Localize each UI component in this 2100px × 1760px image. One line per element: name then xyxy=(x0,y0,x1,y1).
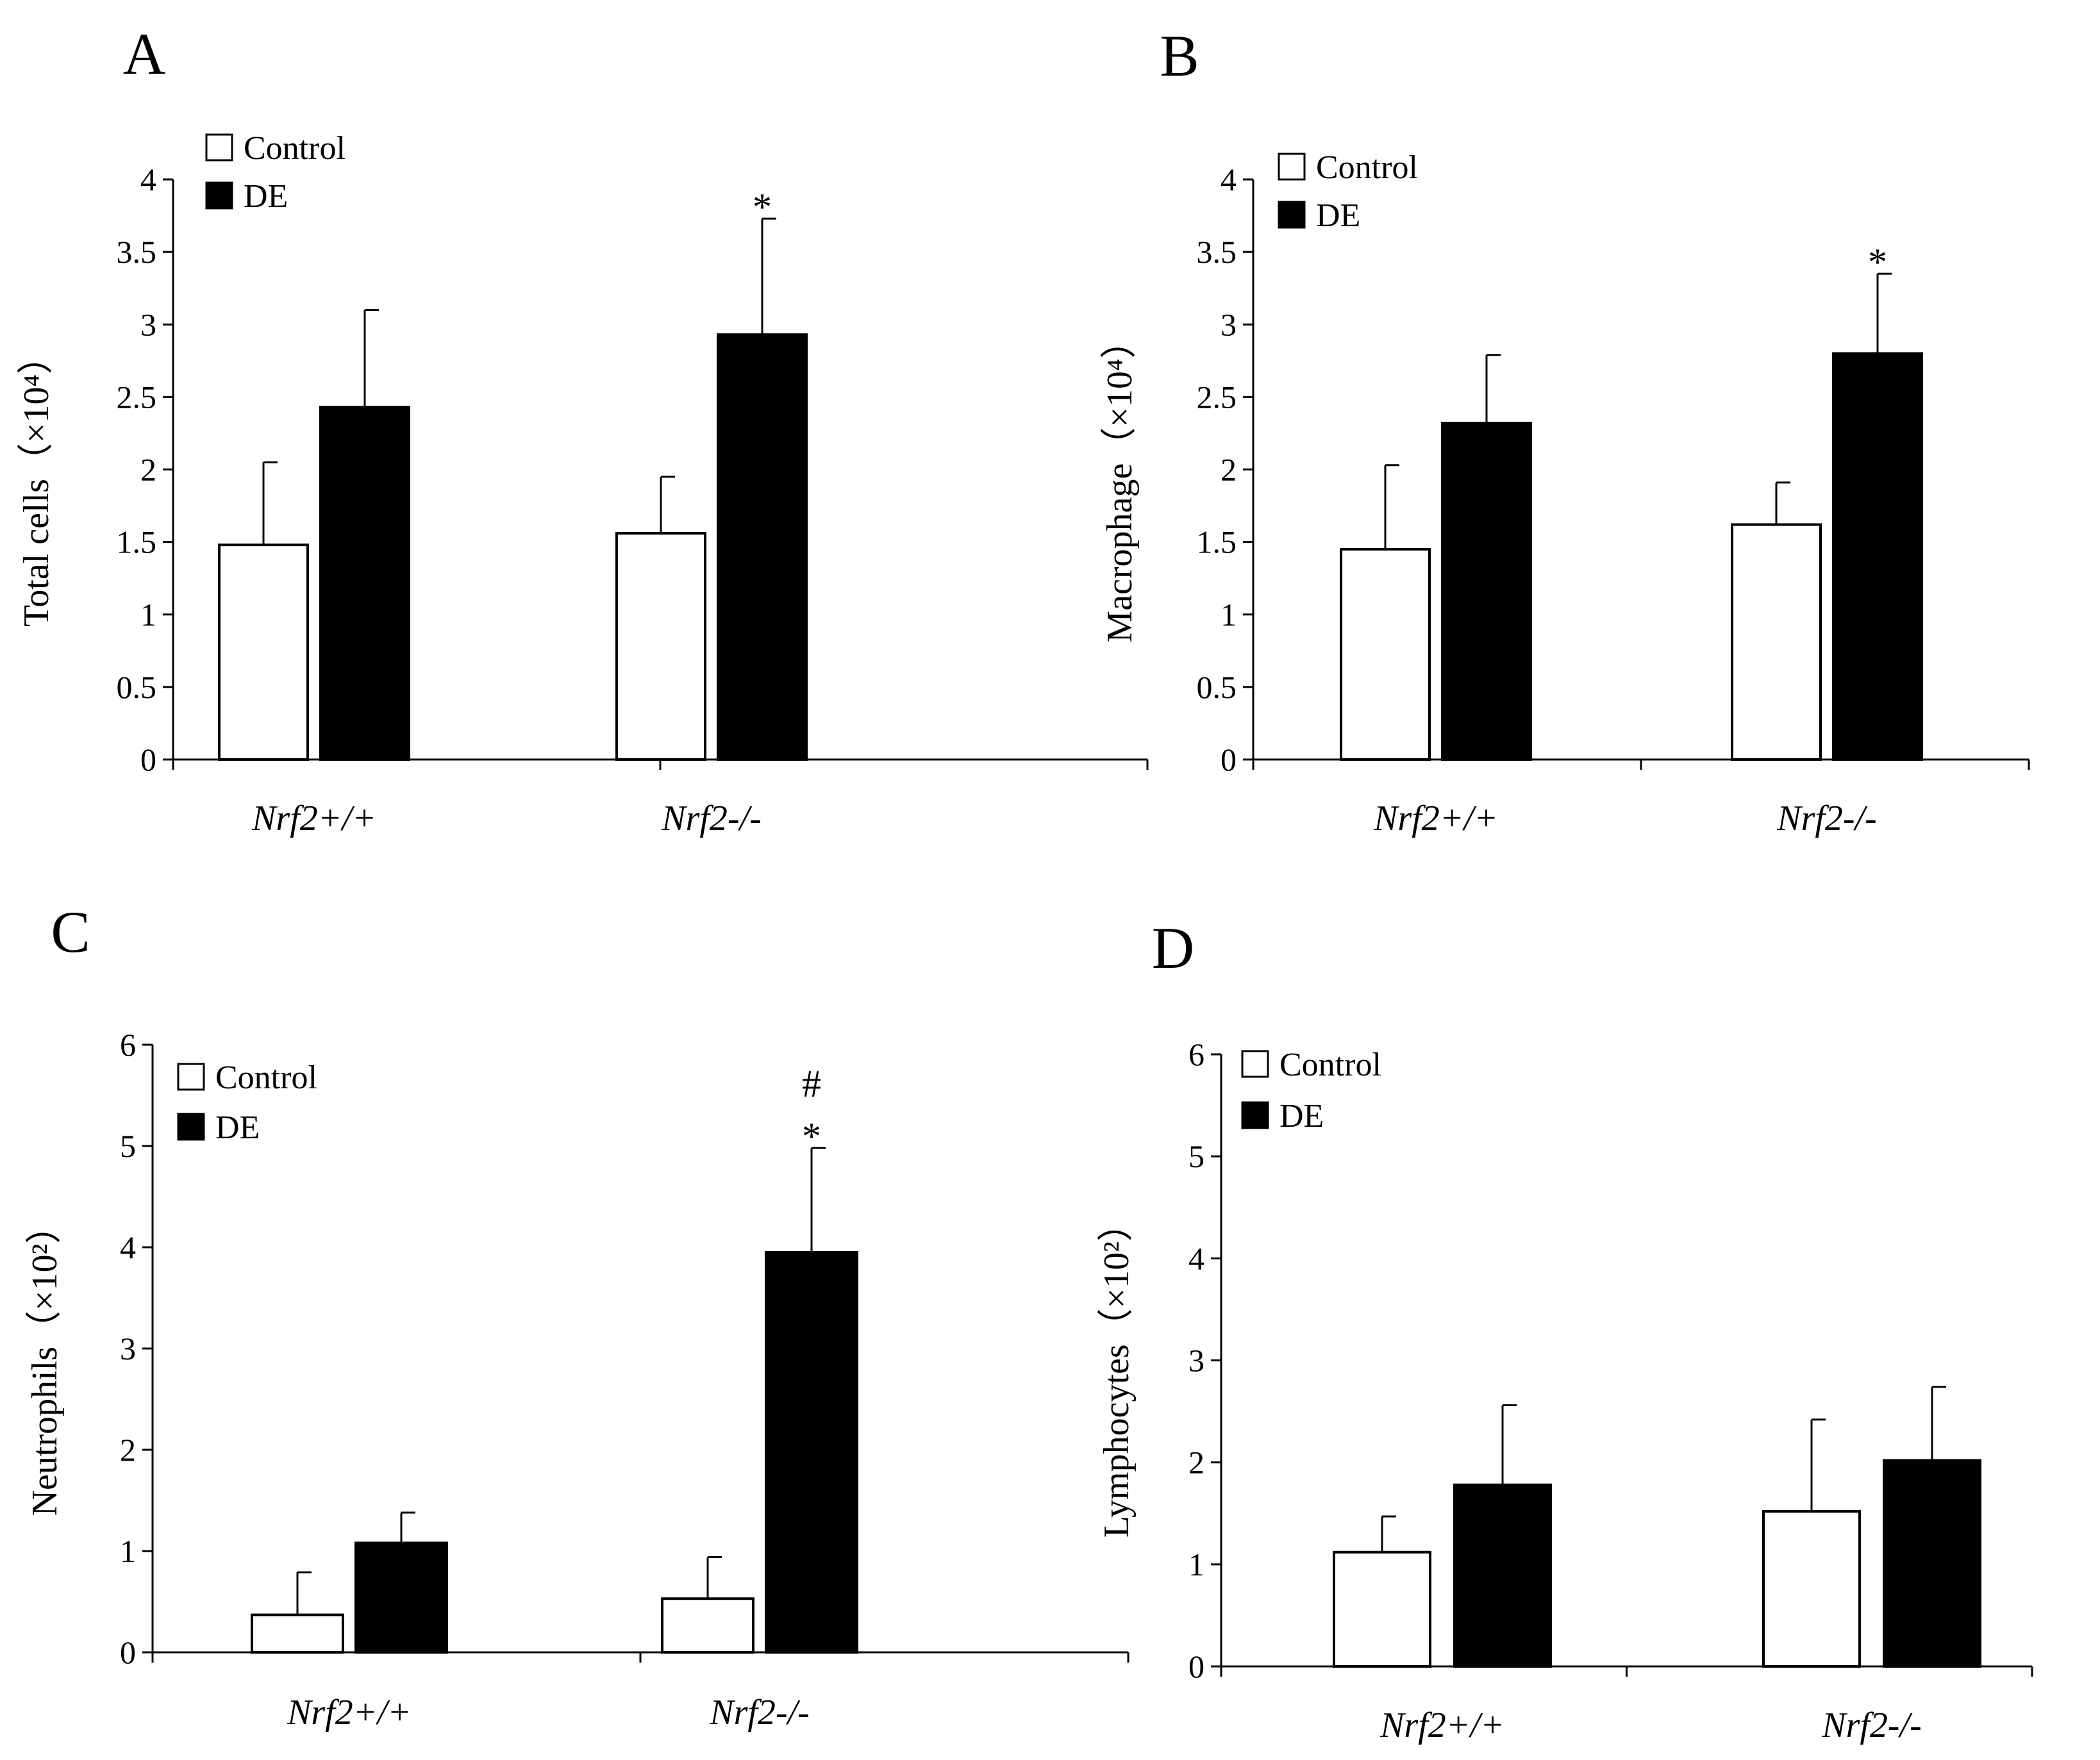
significance-marker: * xyxy=(802,1115,821,1158)
y-tick-label: 0.5 xyxy=(117,669,157,705)
panel-letter: C xyxy=(51,899,90,965)
y-tick-label: 0 xyxy=(140,742,156,777)
y-tick-label: 3.5 xyxy=(1197,234,1237,270)
y-tick-label: 2 xyxy=(140,452,156,488)
bar-de-1 xyxy=(1832,352,1923,761)
y-axis-label-unit: （×10⁴） xyxy=(1100,323,1140,463)
legend-swatch-de xyxy=(205,181,233,210)
bar-de-1 xyxy=(717,333,808,761)
chart-panel-a: A 0 0.5 1 1.5 2 2.5 3 3.5 4 Nrf2+/+ Nrf2-/- Total ce… xyxy=(17,21,1149,838)
chart-panel-c: C 0 1 2 3 4 5 6 Nrf2+/+ Nrf2-/- Neutrophils（×10²） C… xyxy=(25,899,1129,1732)
bar-control-1 xyxy=(1762,1510,1861,1668)
bar-de-0 xyxy=(1453,1483,1552,1668)
y-tick-label: 4 xyxy=(140,162,156,197)
legend-label-de: DE xyxy=(215,1109,260,1146)
y-tick-label: 1.5 xyxy=(1197,524,1237,560)
y-axis-label-unit: （×10²） xyxy=(25,1208,65,1347)
y-tick-label: 2.5 xyxy=(117,379,157,415)
panel-letter: D xyxy=(1152,915,1194,981)
y-tick-label: 1 xyxy=(140,597,156,633)
legend-label-de: DE xyxy=(1279,1098,1324,1134)
y-tick-label: 2 xyxy=(120,1432,136,1468)
y-tick-label: 0.5 xyxy=(1197,669,1237,705)
legend-swatch-de xyxy=(1241,1101,1269,1129)
x-category-label: Nrf2+/+ xyxy=(1373,799,1498,838)
x-category-label: Nrf2-/- xyxy=(1776,799,1877,838)
x-category-label: Nrf2+/+ xyxy=(251,799,376,838)
y-tick-label: 3 xyxy=(120,1331,136,1366)
y-axis-label-name: Lymphocytes xyxy=(1097,1344,1137,1538)
y-tick-label: 6 xyxy=(120,1027,136,1063)
x-category-label: Nrf2-/- xyxy=(1821,1706,1922,1745)
y-tick-label: 0 xyxy=(1188,1648,1204,1684)
bar-control-0 xyxy=(251,1613,344,1654)
x-category-label: Nrf2-/- xyxy=(709,1693,810,1732)
significance-marker: * xyxy=(1868,241,1887,283)
legend-label-control: Control xyxy=(215,1059,317,1096)
bar-de-1 xyxy=(1883,1459,1981,1668)
bar-de-0 xyxy=(1441,422,1532,761)
y-tick-label: 2 xyxy=(1221,452,1237,488)
chart-panel-d: D 0 1 2 3 4 5 6 Nrf2+/+ Nrf2-/- Lymphocytes（×10²） C… xyxy=(1097,915,2033,1745)
bar-control-1 xyxy=(661,1597,754,1654)
y-axis-label: Macrophage（×10⁴） xyxy=(1100,323,1140,643)
legend-label-control: Control xyxy=(1279,1047,1381,1083)
y-tick-label: 4 xyxy=(1221,162,1237,197)
legend-swatch-control xyxy=(1278,153,1306,181)
legend-label-control: Control xyxy=(244,130,346,167)
y-axis-label-unit: （×10²） xyxy=(1097,1206,1137,1344)
y-tick-label: 2 xyxy=(1188,1445,1204,1481)
y-tick-label: 3 xyxy=(1188,1343,1204,1379)
y-tick-label: 0 xyxy=(1221,742,1237,777)
chart-panel-b: B 0 0.5 1 1.5 2 2.5 3 3.5 4 Nrf2+/+ Nrf2-/- Macropha… xyxy=(1100,23,2030,838)
legend-label-control: Control xyxy=(1316,149,1418,186)
legend-swatch-control xyxy=(205,133,233,162)
significance-marker: # xyxy=(802,1063,821,1105)
y-axis-label-unit: （×10⁴） xyxy=(17,338,56,479)
x-category-label: Nrf2-/- xyxy=(661,799,762,838)
bar-control-0 xyxy=(1333,1550,1431,1668)
y-axis-label: Lymphocytes（×10²） xyxy=(1097,1206,1137,1538)
y-axis-label-name: Neutrophils xyxy=(25,1347,65,1516)
y-tick-label: 1 xyxy=(120,1533,136,1569)
legend-swatch-control xyxy=(177,1063,205,1091)
y-tick-label: 2.5 xyxy=(1197,379,1237,415)
y-tick-label: 4 xyxy=(120,1229,136,1265)
y-tick-label: 0 xyxy=(120,1634,136,1670)
legend-label-de: DE xyxy=(1316,197,1360,234)
y-axis-label-name: Macrophage xyxy=(1100,463,1140,643)
bar-control-1 xyxy=(1731,523,1822,761)
y-tick-label: 6 xyxy=(1188,1036,1204,1072)
panel-letter: B xyxy=(1160,23,1199,88)
y-tick-label: 5 xyxy=(1188,1138,1204,1174)
y-tick-label: 1 xyxy=(1188,1547,1204,1582)
y-tick-label: 1 xyxy=(1221,597,1237,633)
y-axis-label: Neutrophils（×10²） xyxy=(25,1208,65,1516)
x-category-label: Nrf2+/+ xyxy=(1379,1706,1504,1745)
y-tick-label: 3.5 xyxy=(117,234,157,270)
legend-swatch-control xyxy=(1241,1050,1269,1078)
x-category-label: Nrf2+/+ xyxy=(287,1693,412,1732)
bar-control-1 xyxy=(615,532,706,761)
bar-de-1 xyxy=(765,1250,858,1654)
bar-de-0 xyxy=(354,1541,448,1654)
y-tick-label: 1.5 xyxy=(117,524,157,560)
y-axis-label: Total cells（×10⁴） xyxy=(17,338,56,627)
significance-marker: * xyxy=(753,186,772,228)
y-tick-label: 5 xyxy=(120,1128,136,1164)
bar-control-0 xyxy=(1340,547,1431,761)
legend-label-de: DE xyxy=(244,178,288,215)
bar-de-0 xyxy=(319,406,410,761)
y-tick-label: 4 xyxy=(1188,1240,1204,1276)
panel-letter: A xyxy=(123,21,165,87)
y-axis-label-name: Total cells xyxy=(17,479,56,627)
legend-swatch-de xyxy=(1278,201,1306,229)
y-tick-label: 3 xyxy=(140,306,156,342)
y-tick-label: 3 xyxy=(1221,306,1237,342)
bar-control-0 xyxy=(218,544,309,761)
legend-swatch-de xyxy=(177,1113,205,1141)
